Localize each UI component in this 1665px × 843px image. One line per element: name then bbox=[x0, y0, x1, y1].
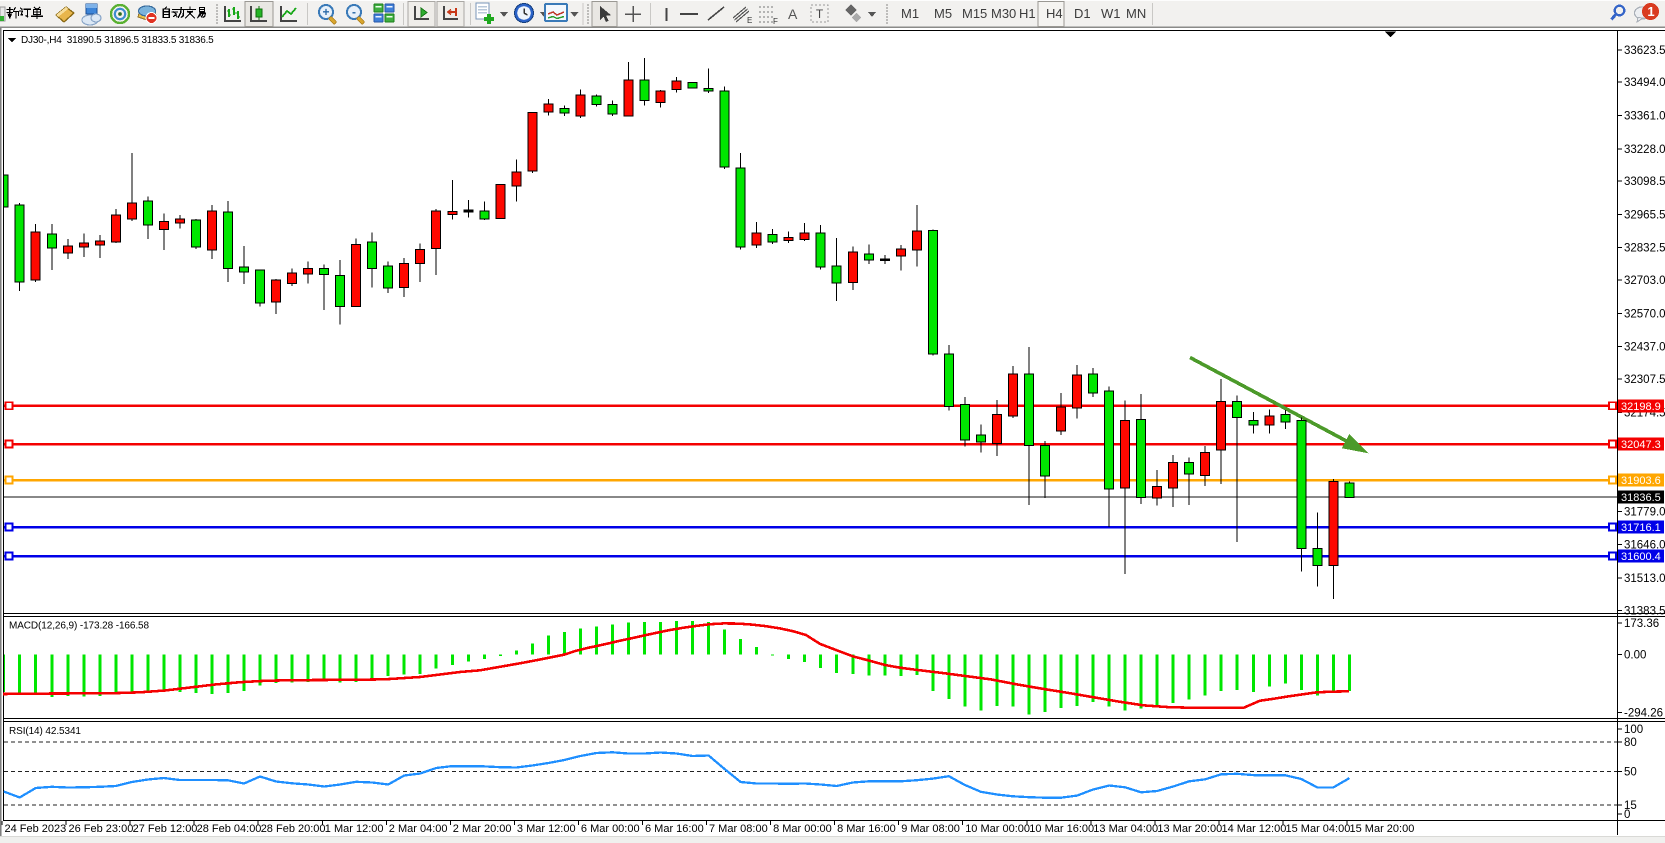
svg-text:DJ30-,H4 31890.5 31896.5 3183: DJ30-,H4 31890.5 31896.5 31833.5 31836.5 bbox=[21, 35, 214, 46]
svg-text:31600.4: 31600.4 bbox=[1621, 551, 1661, 563]
svg-text:33098.5: 33098.5 bbox=[1624, 176, 1665, 188]
svg-text:D1: D1 bbox=[1074, 6, 1091, 21]
svg-text:A: A bbox=[788, 6, 798, 22]
svg-text:31716.1: 31716.1 bbox=[1621, 522, 1661, 534]
svg-text:32198.9: 32198.9 bbox=[1621, 401, 1661, 413]
svg-text:32437.0: 32437.0 bbox=[1624, 342, 1665, 354]
svg-text:31646.0: 31646.0 bbox=[1624, 540, 1665, 552]
svg-text:RSI(14) 42.5341: RSI(14) 42.5341 bbox=[9, 726, 81, 737]
svg-text:1: 1 bbox=[1647, 4, 1654, 19]
svg-text:33623.5: 33623.5 bbox=[1624, 45, 1665, 57]
svg-text:10 Mar 00:00: 10 Mar 00:00 bbox=[965, 823, 1030, 835]
svg-text:28 Feb 04:00: 28 Feb 04:00 bbox=[197, 823, 262, 835]
svg-text:1 Mar 12:00: 1 Mar 12:00 bbox=[325, 823, 384, 835]
svg-text:31779.0: 31779.0 bbox=[1624, 506, 1665, 518]
svg-text:M30: M30 bbox=[991, 6, 1016, 21]
svg-text:F: F bbox=[773, 17, 778, 26]
svg-text:15 Mar 20:00: 15 Mar 20:00 bbox=[1350, 823, 1415, 835]
svg-text:31903.6: 31903.6 bbox=[1621, 475, 1661, 487]
svg-text:8 Mar 00:00: 8 Mar 00:00 bbox=[773, 823, 832, 835]
svg-text:6 Mar 16:00: 6 Mar 16:00 bbox=[645, 823, 704, 835]
svg-text:2 Mar 04:00: 2 Mar 04:00 bbox=[389, 823, 448, 835]
svg-text:M5: M5 bbox=[934, 6, 952, 21]
svg-text:H1: H1 bbox=[1019, 6, 1036, 21]
svg-text:32047.3: 32047.3 bbox=[1621, 439, 1661, 451]
svg-text:31383.5: 31383.5 bbox=[1624, 605, 1665, 617]
svg-text:6 Mar 00:00: 6 Mar 00:00 bbox=[581, 823, 640, 835]
svg-text:32832.5: 32832.5 bbox=[1624, 243, 1665, 255]
svg-text:0: 0 bbox=[1624, 809, 1630, 821]
svg-text:M1: M1 bbox=[901, 6, 919, 21]
svg-text:2 Mar 20:00: 2 Mar 20:00 bbox=[453, 823, 512, 835]
svg-text:13 Mar 04:00: 13 Mar 04:00 bbox=[1093, 823, 1158, 835]
svg-text:W1: W1 bbox=[1101, 6, 1121, 21]
svg-text:26 Feb 23:00: 26 Feb 23:00 bbox=[69, 823, 134, 835]
svg-text:15: 15 bbox=[1624, 800, 1637, 812]
svg-text:3 Mar 12:00: 3 Mar 12:00 bbox=[517, 823, 576, 835]
svg-text:27 Feb 12:00: 27 Feb 12:00 bbox=[133, 823, 198, 835]
svg-text:33361.0: 33361.0 bbox=[1624, 111, 1665, 123]
svg-text:32703.0: 32703.0 bbox=[1624, 275, 1665, 287]
svg-text:32307.5: 32307.5 bbox=[1624, 374, 1665, 386]
svg-text:80: 80 bbox=[1624, 737, 1637, 749]
svg-text:100: 100 bbox=[1624, 724, 1643, 736]
svg-text:T: T bbox=[816, 7, 824, 21]
svg-text:24 Feb 2023: 24 Feb 2023 bbox=[5, 823, 67, 835]
svg-text:M15: M15 bbox=[962, 6, 987, 21]
svg-text:10 Mar 16:00: 10 Mar 16:00 bbox=[1029, 823, 1094, 835]
svg-text:0.00: 0.00 bbox=[1624, 650, 1646, 662]
svg-text:15 Mar 04:00: 15 Mar 04:00 bbox=[1286, 823, 1351, 835]
svg-text:13 Mar 20:00: 13 Mar 20:00 bbox=[1157, 823, 1222, 835]
svg-text:32570.0: 32570.0 bbox=[1624, 308, 1665, 320]
svg-text:14 Mar 12:00: 14 Mar 12:00 bbox=[1222, 823, 1287, 835]
svg-text:H4: H4 bbox=[1046, 6, 1063, 21]
svg-text:32965.5: 32965.5 bbox=[1624, 210, 1665, 222]
svg-text:31836.5: 31836.5 bbox=[1621, 492, 1661, 504]
svg-text:50: 50 bbox=[1624, 767, 1637, 779]
svg-text:28 Feb 20:00: 28 Feb 20:00 bbox=[261, 823, 326, 835]
svg-text:E: E bbox=[747, 16, 752, 25]
svg-text:33494.0: 33494.0 bbox=[1624, 77, 1665, 89]
svg-text:MN: MN bbox=[1126, 6, 1146, 21]
svg-text:-294.26: -294.26 bbox=[1624, 708, 1663, 720]
svg-text:8 Mar 16:00: 8 Mar 16:00 bbox=[837, 823, 896, 835]
svg-text:7 Mar 08:00: 7 Mar 08:00 bbox=[709, 823, 768, 835]
svg-text:MACD(12,26,9) -173.28 -166.58: MACD(12,26,9) -173.28 -166.58 bbox=[9, 621, 149, 632]
svg-text:9 Mar 08:00: 9 Mar 08:00 bbox=[901, 823, 960, 835]
svg-text:+: + bbox=[322, 5, 329, 19]
svg-text:33228.0: 33228.0 bbox=[1624, 144, 1665, 156]
svg-text:31513.0: 31513.0 bbox=[1624, 573, 1665, 585]
svg-text:-: - bbox=[352, 5, 356, 19]
svg-text:173.36: 173.36 bbox=[1624, 618, 1659, 630]
